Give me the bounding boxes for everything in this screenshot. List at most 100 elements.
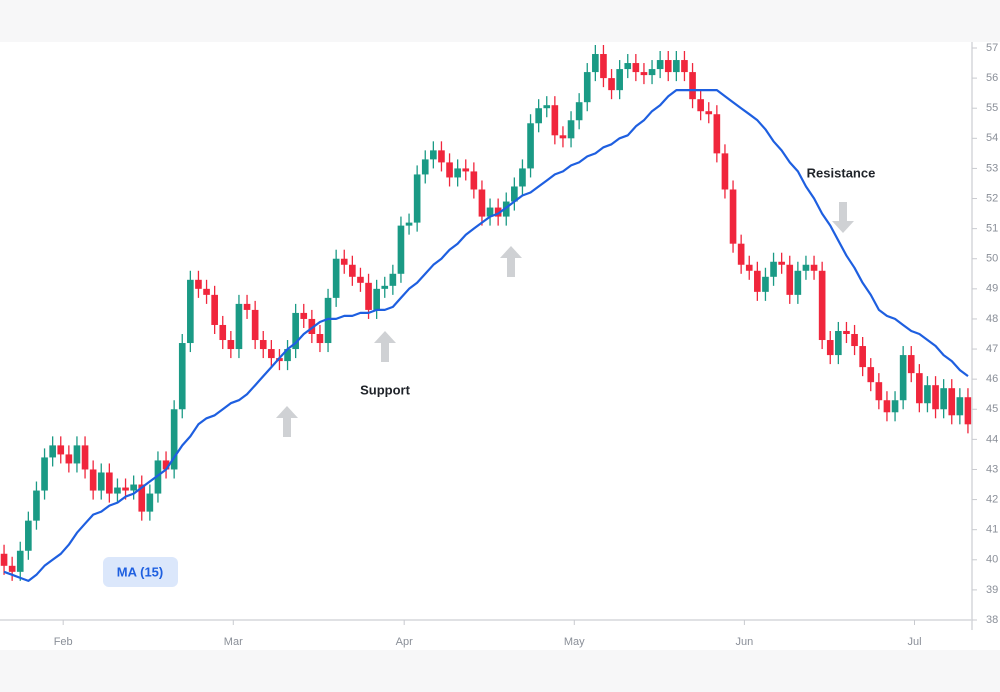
candle-body — [8, 565, 16, 572]
up-arrow — [374, 331, 396, 362]
candle-body — [608, 78, 615, 91]
candle-body — [381, 285, 389, 289]
candle-body — [535, 108, 542, 124]
candle-body — [559, 135, 567, 139]
y-tick-label: 57 — [986, 42, 998, 54]
candle-body — [891, 400, 899, 413]
candle-body — [292, 312, 299, 350]
candle-body — [170, 409, 178, 470]
candle-body — [843, 330, 850, 334]
plot — [0, 44, 972, 582]
candle-body — [745, 264, 753, 271]
ma-label: MA (15) — [117, 564, 163, 579]
x-tick-label: May — [564, 636, 585, 648]
candle-body — [818, 270, 826, 341]
x-tick-label: Mar — [224, 636, 243, 648]
candle-body — [57, 445, 65, 455]
y-tick-label: 48 — [986, 313, 998, 325]
ma-label-box — [103, 557, 178, 587]
candle-body — [227, 340, 235, 350]
candle-body — [899, 355, 907, 401]
candle-body — [162, 460, 170, 470]
candle-body — [737, 243, 745, 265]
candle-body — [713, 114, 721, 154]
candle-body — [446, 162, 453, 178]
candle-body — [875, 382, 883, 401]
candle-body — [332, 258, 340, 298]
candle-body — [373, 288, 380, 310]
y-tick-label: 55 — [986, 102, 998, 114]
y-tick-label: 52 — [986, 192, 998, 204]
candle-body — [405, 222, 413, 226]
candle-body — [365, 282, 372, 310]
candle-body — [300, 312, 308, 319]
candle-body — [106, 472, 113, 494]
candle-body — [810, 264, 818, 271]
candle-body — [826, 340, 834, 356]
candle-body — [681, 60, 688, 73]
y-tick-label: 45 — [986, 403, 998, 415]
annotation: Support — [360, 382, 410, 397]
candle-body — [851, 334, 858, 347]
candle-body — [389, 273, 397, 286]
candle-body — [511, 186, 518, 202]
candle-body — [956, 397, 964, 416]
candle-body — [673, 60, 680, 73]
candle-body — [494, 207, 502, 217]
candle-body — [243, 303, 251, 310]
candle-body — [421, 159, 429, 175]
candle-body — [349, 264, 356, 277]
candle-body — [600, 54, 607, 79]
candle-body — [25, 520, 32, 551]
y-tick-label: 51 — [986, 223, 998, 235]
x-tick-label: Feb — [54, 636, 73, 648]
candle-body — [122, 487, 129, 491]
candle-body — [16, 550, 24, 572]
candle-body — [502, 201, 510, 217]
y-tick-label: 43 — [986, 463, 998, 475]
y-tick-label: 40 — [986, 554, 998, 566]
candle-body — [624, 63, 632, 70]
candle-body — [794, 270, 802, 295]
candle-body — [0, 553, 8, 566]
y-tick-label: 41 — [986, 524, 998, 536]
y-tick-label: 53 — [986, 162, 998, 174]
candle-body — [324, 297, 332, 344]
candle-body — [130, 484, 137, 491]
candle-body — [940, 388, 947, 410]
candle-body — [413, 174, 421, 223]
candle-body — [519, 168, 526, 187]
candle-body — [648, 69, 656, 76]
candle-body — [592, 54, 599, 73]
candle-body — [527, 123, 534, 169]
candle-body — [308, 318, 316, 334]
y-tick-label: 42 — [986, 493, 998, 505]
candle-body — [251, 309, 259, 341]
candle-body — [883, 400, 891, 413]
candle-body — [948, 388, 956, 416]
y-tick-label: 50 — [986, 253, 998, 265]
up-arrow — [276, 406, 298, 437]
candle-body — [867, 367, 875, 383]
candle-body — [462, 168, 470, 172]
candle-body — [689, 72, 696, 100]
candle-body — [656, 60, 664, 70]
candle-body — [705, 111, 713, 115]
candle-body — [802, 264, 810, 271]
candle-body — [65, 454, 73, 464]
candle-body — [154, 460, 162, 494]
candle-body — [211, 294, 218, 325]
candle-body — [762, 276, 769, 292]
y-tick-label: 56 — [986, 72, 998, 84]
candle-body — [664, 60, 672, 73]
candle-body — [924, 385, 931, 404]
candle-body — [964, 397, 972, 425]
candle-body — [486, 207, 494, 217]
y-tick-label: 44 — [986, 433, 998, 445]
candle-body — [73, 445, 81, 464]
candle-body — [114, 487, 121, 494]
candle-body — [907, 355, 915, 374]
candle-body — [575, 102, 583, 121]
